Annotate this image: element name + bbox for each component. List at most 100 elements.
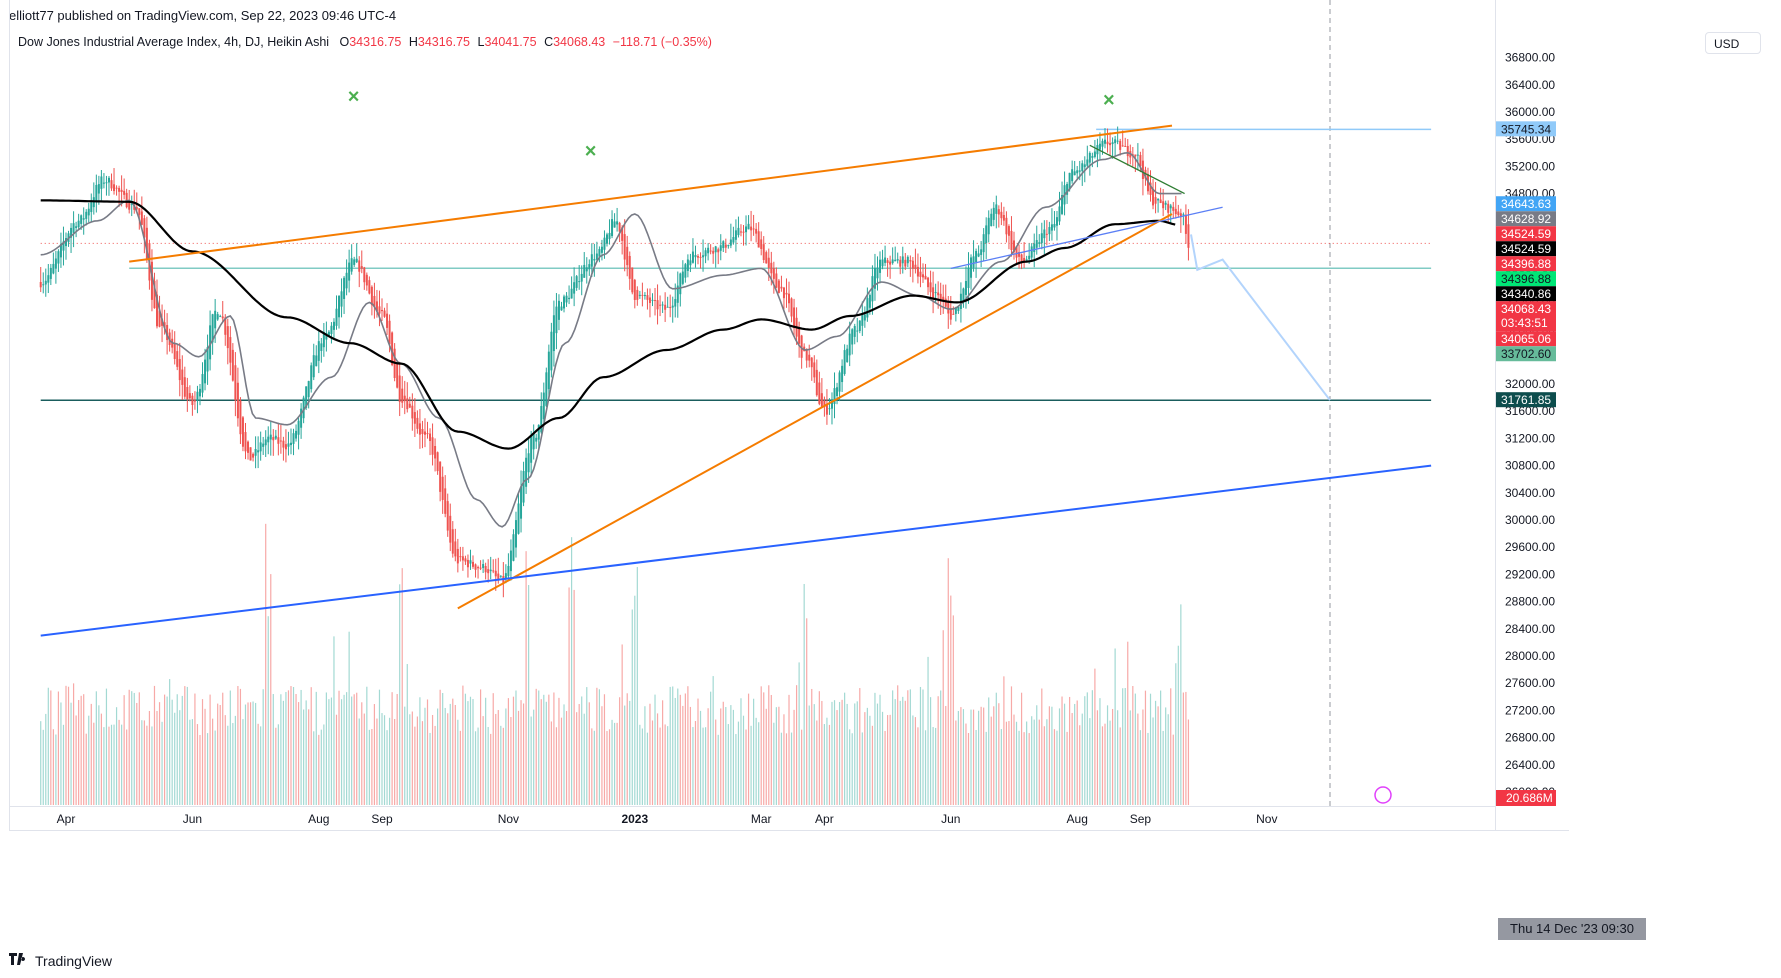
candle-body <box>1025 259 1028 261</box>
volume-bar <box>93 722 95 805</box>
volume-bar <box>1051 706 1053 805</box>
candle-body <box>244 432 247 452</box>
candle-body <box>659 304 662 306</box>
candle-body <box>757 231 760 248</box>
alert-icon <box>1374 786 1392 804</box>
candle-body <box>1157 198 1160 201</box>
volume-bar <box>798 662 800 805</box>
candle-body <box>145 227 148 259</box>
candle-body <box>343 277 346 299</box>
pivot-marker-icon: × <box>1103 90 1115 112</box>
volume-bar <box>40 721 42 805</box>
volume-bar <box>922 689 924 805</box>
black-moving-average <box>40 199 1176 450</box>
candle-body <box>95 184 98 203</box>
volume-bar <box>687 686 689 805</box>
volume-bar <box>255 702 257 805</box>
candle-body <box>348 262 351 281</box>
drawings-layer: × × × <box>40 86 1432 637</box>
candle-body <box>585 267 588 272</box>
candle-body <box>560 306 563 311</box>
candle-body <box>386 313 389 328</box>
candle-body <box>487 569 490 574</box>
volume-bar <box>290 686 292 805</box>
price-tick-label: 33600.00 <box>1505 268 1555 282</box>
volume-bar <box>325 692 327 805</box>
candle-body <box>368 280 371 294</box>
volume-bar <box>507 698 509 805</box>
volume-bar <box>993 706 995 805</box>
candle-body <box>224 317 227 335</box>
volume-bar <box>1162 730 1164 805</box>
currency-selector[interactable]: USD <box>1705 32 1761 54</box>
volume-bar <box>222 692 224 805</box>
volume-bar <box>156 710 158 805</box>
volume-bar <box>65 685 67 805</box>
volume-bar <box>340 699 343 805</box>
candle-body <box>813 362 816 378</box>
volume-bar <box>651 720 654 805</box>
candle-body <box>593 259 596 261</box>
volume-bar <box>295 693 297 805</box>
volume-bar <box>1008 721 1010 805</box>
volume-bar <box>682 705 684 805</box>
candle-body <box>805 348 808 361</box>
volume-bar <box>838 701 841 805</box>
volume-bar <box>1149 693 1152 805</box>
volume-bar <box>358 718 360 805</box>
volume-bar <box>1000 729 1002 805</box>
candle-body <box>47 275 50 283</box>
volume-bar <box>912 715 914 805</box>
volume-bar <box>244 704 247 805</box>
countdown-label: 03:43:51 <box>1501 316 1548 330</box>
volume-bar <box>722 701 724 805</box>
candle-body <box>459 556 462 558</box>
candle-body <box>340 291 343 307</box>
volume-bar <box>505 708 507 805</box>
volume-bar <box>262 689 264 805</box>
candle-body <box>896 259 899 261</box>
volume-bar <box>1144 690 1147 805</box>
candle-body <box>148 243 151 281</box>
volume-bar <box>1129 710 1131 805</box>
volume-bar <box>181 695 183 805</box>
candle-body <box>952 313 955 315</box>
volume-bar <box>1056 730 1058 805</box>
candle-body <box>188 393 191 399</box>
volume-bar <box>978 710 980 805</box>
volume-bar <box>232 723 234 805</box>
volume-bar <box>530 716 532 805</box>
volume-bar <box>90 703 92 805</box>
candle-body <box>611 219 614 237</box>
candle-body <box>990 213 993 227</box>
candle-body <box>654 300 657 302</box>
volume-bar <box>424 707 426 805</box>
candle-body <box>305 386 308 408</box>
candle-body <box>535 437 538 442</box>
volume-bar <box>813 704 815 805</box>
candle-body <box>1121 145 1124 147</box>
volume-bar <box>588 702 590 805</box>
candle-body <box>921 274 924 278</box>
candle-body <box>297 420 300 435</box>
candle-body <box>608 232 611 240</box>
candle-body <box>765 252 768 264</box>
volume-bar <box>565 711 568 805</box>
tradingview-footer[interactable]: TradingView <box>9 952 112 969</box>
crosshair-date-label: Thu 14 Dec '23 09:30 <box>1498 918 1646 940</box>
candle-body <box>143 218 146 238</box>
volume-bar <box>95 691 97 805</box>
candle-body <box>259 442 262 452</box>
volume-bar <box>702 727 704 805</box>
candle-body <box>1058 206 1061 222</box>
tradingview-brand: TradingView <box>35 952 113 969</box>
volume-bar <box>353 694 355 805</box>
candle-body <box>1063 185 1066 205</box>
volume-layer <box>40 523 1190 805</box>
candle-body <box>365 274 368 286</box>
candle-body <box>479 567 482 569</box>
volume-bar <box>429 732 431 805</box>
candle-body <box>335 308 338 326</box>
candle-body <box>909 260 912 262</box>
